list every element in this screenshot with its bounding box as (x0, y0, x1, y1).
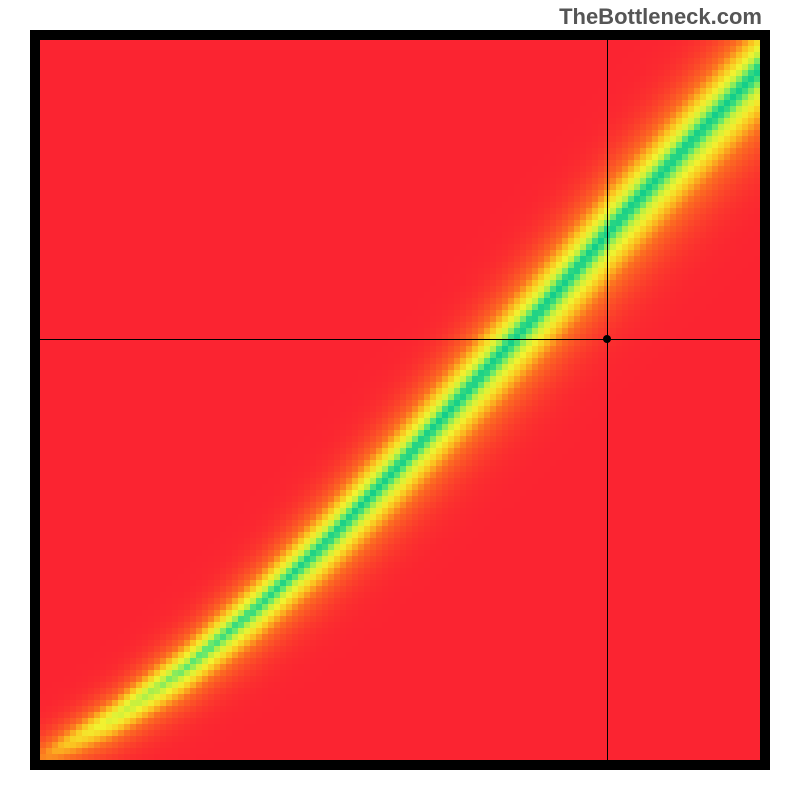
watermark-text: TheBottleneck.com (559, 4, 762, 30)
crosshair-vertical (607, 40, 608, 760)
heatmap-canvas (40, 40, 760, 760)
crosshair-marker (603, 335, 611, 343)
chart-frame (30, 30, 770, 770)
page-container: TheBottleneck.com (0, 0, 800, 800)
plot-area (40, 40, 760, 760)
crosshair-horizontal (40, 339, 760, 340)
